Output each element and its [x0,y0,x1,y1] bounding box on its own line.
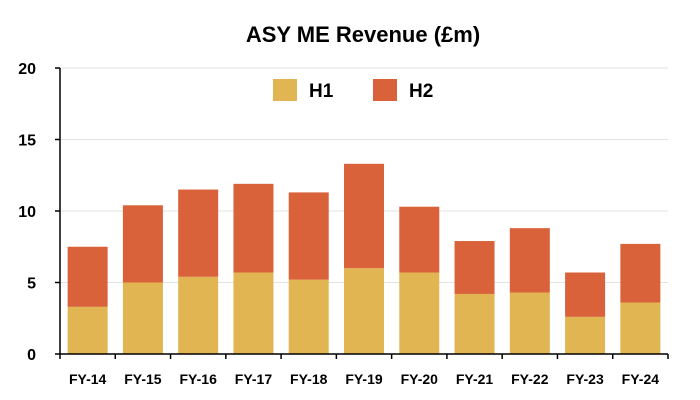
bar-h2-fy-15 [122,205,163,283]
y-tick-label: 5 [27,276,36,293]
bar-h1-fy-23 [565,316,606,354]
x-tick-label: FY-24 [622,371,660,387]
y-tick-label: 10 [18,204,36,221]
x-tick-label: FY-18 [290,371,328,387]
bar-h2-fy-22 [509,228,550,293]
x-tick-label: FY-21 [456,371,494,387]
x-tick-label: FY-19 [345,371,383,387]
bar-h1-fy-16 [178,276,219,354]
legend-swatch-h1 [273,79,297,101]
bar-h2-fy-14 [67,246,108,307]
legend: H1 H2 [273,79,433,102]
x-tick-label: FY-14 [69,371,107,387]
bar-h1-fy-21 [454,293,495,354]
bar-h2-fy-17 [233,183,274,273]
y-tick-label: 20 [18,61,36,78]
x-tick-label: FY-23 [566,371,604,387]
y-tick-label: 0 [27,347,36,364]
bar-h2-fy-21 [454,241,495,294]
axes: 0 5 10 15 20 FY-14 FY-15 FY-16 FY-17 FY-18 FY-19 FY… [18,61,669,387]
chart-title: ASY ME Revenue (£m) [246,22,480,47]
legend-label-h1: H1 [309,81,334,102]
legend-label-h2: H2 [409,81,433,102]
bars [67,163,661,354]
x-tick-label: FY-15 [124,371,162,387]
x-tick-label: FY-20 [401,371,439,387]
x-tick-label: FY-22 [511,371,549,387]
bar-h1-fy-18 [288,279,329,354]
bar-h1-fy-19 [344,268,384,354]
bar-h2-fy-16 [178,189,219,277]
bar-h1-fy-14 [67,306,108,354]
legend-swatch-h2 [373,79,397,101]
bar-h1-fy-20 [399,272,440,354]
bar-h2-fy-20 [399,206,440,273]
bar-h2-fy-19 [344,163,384,269]
y-tick-label: 15 [18,133,36,150]
bar-h1-fy-17 [233,272,274,354]
x-tick-label: FY-16 [180,371,218,387]
bar-h2-fy-23 [565,272,606,317]
bar-h1-fy-15 [122,282,163,354]
x-tick-label: FY-17 [235,371,273,387]
bar-h1-fy-24 [620,302,661,354]
bar-h1-fy-22 [509,292,550,354]
bar-h2-fy-24 [620,243,661,303]
bar-h2-fy-18 [288,192,329,280]
